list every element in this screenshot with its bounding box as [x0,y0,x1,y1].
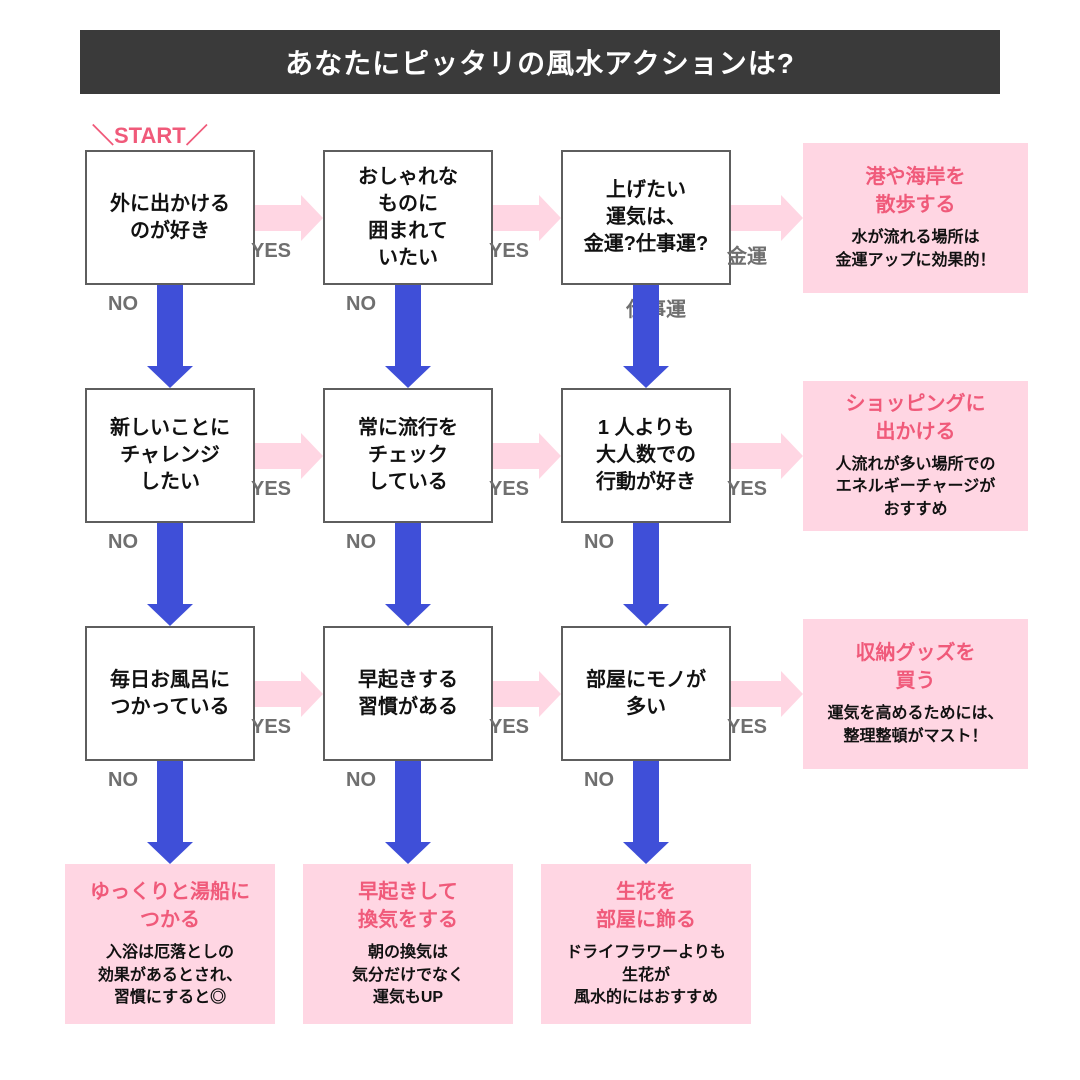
edge-label: YES [489,716,529,739]
question-box: 新しいことにチャレンジしたい [85,388,255,523]
result-box: 早起きして換気をする 朝の換気は気分だけでなく運気もUP [303,864,513,1024]
edge-label: NO [108,293,138,316]
edge-label: NO [346,531,376,554]
result-title: 収納グッズを買う [856,639,976,695]
edge-label: YES [727,716,767,739]
edge-label: NO [108,531,138,554]
flowchart-canvas: あなたにピッタリの風水アクションは? ＼START／ 外に出かけるのが好き おし… [0,0,1080,1080]
edge-label: NO [346,769,376,792]
edge-label: NO [346,293,376,316]
result-body: ドライフラワーよりも生花が風水的にはおすすめ [566,942,726,1009]
edge-label: 金運 [727,240,767,269]
edge-label: NO [584,769,614,792]
edge-label: YES [727,478,767,501]
result-body: 人流れが多い場所でのエネルギーチャージがおすすめ [835,454,995,521]
result-body: 水が流れる場所は金運アップに効果的！ [835,227,995,272]
edge-label: YES [251,240,291,263]
result-title: 早起きして換気をする [358,878,458,934]
result-title: ショッピングに出かける [846,390,986,446]
question-box: 常に流行をチェックしている [323,388,493,523]
edge-label: YES [489,240,529,263]
question-box: おしゃれなものに囲まれていたい [323,150,493,285]
result-title: ゆっくりと湯船につかる [90,878,250,934]
question-box: 毎日お風呂につかっている [85,626,255,761]
result-title: 生花を部屋に飾る [596,878,696,934]
result-body: 運気を高めるためには、整理整頓がマスト！ [827,703,1003,748]
start-label: ＼START／ [92,118,208,150]
result-box: 港や海岸を散歩する 水が流れる場所は金運アップに効果的！ [803,143,1028,293]
question-box: 1 人よりも大人数での行動が好き [561,388,731,523]
edge-label: NO [584,531,614,554]
result-box: 生花を部屋に飾る ドライフラワーよりも生花が風水的にはおすすめ [541,864,751,1024]
result-title: 港や海岸を散歩する [866,163,966,219]
result-body: 入浴は厄落としの効果があるとされ、習慣にすると◎ [98,942,242,1009]
result-box: 収納グッズを買う 運気を高めるためには、整理整頓がマスト！ [803,619,1028,769]
edge-label: NO [108,769,138,792]
edge-label: YES [489,478,529,501]
result-body: 朝の換気は気分だけでなく運気もUP [352,942,464,1009]
question-box: 早起きする習慣がある [323,626,493,761]
question-box: 上げたい運気は、金運?仕事運? [561,150,731,285]
result-box: ゆっくりと湯船につかる 入浴は厄落としの効果があるとされ、習慣にすると◎ [65,864,275,1024]
question-box: 外に出かけるのが好き [85,150,255,285]
page-title: あなたにピッタリの風水アクションは? [285,42,795,82]
edge-label: YES [251,716,291,739]
result-box: ショッピングに出かける 人流れが多い場所でのエネルギーチャージがおすすめ [803,381,1028,531]
edge-label: YES [251,478,291,501]
question-box: 部屋にモノが多い [561,626,731,761]
title-bar: あなたにピッタリの風水アクションは? [80,30,1000,94]
